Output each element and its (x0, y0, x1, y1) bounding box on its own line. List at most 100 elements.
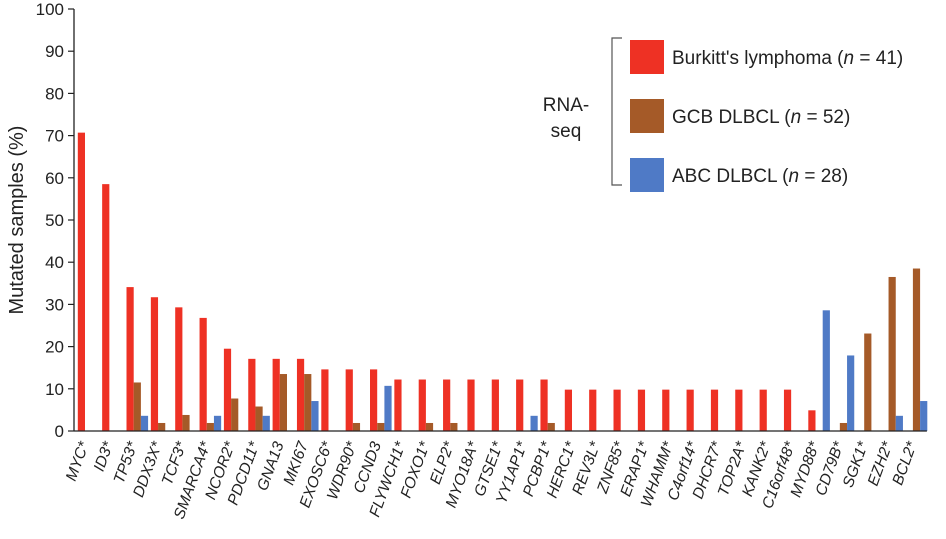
bar-burkitt-s-lymphoma (77, 132, 85, 431)
legend-swatch (630, 99, 664, 133)
category-group (150, 297, 166, 431)
bar-burkitt-s-lymphoma (710, 389, 719, 431)
bar-burkitt-s-lymphoma (150, 297, 159, 431)
legend-label: ABC DLBCL (n = 28) (672, 166, 848, 187)
category-group (248, 358, 270, 431)
bar-gcb-dlbcl (864, 333, 872, 431)
bar-burkitt-s-lymphoma (102, 184, 110, 431)
bar-burkitt-s-lymphoma (662, 389, 670, 431)
bar-burkitt-s-lymphoma (223, 348, 232, 431)
legend-swatch (630, 40, 664, 74)
legend-group-label-line1: RNA- (543, 95, 589, 116)
bar-abc-dlbcl (895, 415, 903, 431)
bar-gcb-dlbcl (912, 268, 921, 431)
y-tick-label: 70 (45, 127, 64, 146)
category-group (223, 348, 239, 431)
y-tick-label: 90 (45, 42, 64, 61)
bar-burkitt-s-lymphoma (394, 379, 402, 431)
bar-burkitt-s-lymphoma (637, 389, 646, 431)
bar-gcb-dlbcl (888, 276, 896, 431)
bar-burkitt-s-lymphoma (272, 358, 280, 431)
bar-burkitt-s-lymphoma (516, 379, 524, 431)
bar-gcb-dlbcl (133, 382, 141, 431)
legend-swatch (630, 158, 664, 192)
bar-burkitt-s-lymphoma (686, 389, 694, 431)
bars-group (74, 132, 928, 432)
bar-gcb-dlbcl (231, 398, 239, 431)
bar-gcb-dlbcl (377, 422, 385, 431)
x-tick-label: ID3* (91, 439, 118, 474)
y-tick-label: 30 (45, 295, 64, 314)
bar-gcb-dlbcl (158, 422, 166, 431)
category-group (759, 389, 767, 431)
legend-group-label-line2: seq (551, 121, 582, 142)
bar-gcb-dlbcl (279, 374, 287, 431)
bar-burkitt-s-lymphoma (296, 358, 305, 431)
bar-gcb-dlbcl (450, 422, 458, 431)
bar-abc-dlbcl (822, 310, 830, 431)
bar-abc-dlbcl (384, 385, 392, 431)
category-group (912, 268, 928, 431)
bar-gcb-dlbcl (206, 422, 214, 431)
legend-item: Burkitt's lymphoma (n = 41) (630, 40, 903, 74)
category-group (613, 389, 621, 431)
y-axis: 0 10 20 30 40 50 60 70 80 90 100 (36, 0, 75, 441)
bar-burkitt-s-lymphoma (540, 379, 548, 431)
bar-burkitt-s-lymphoma (126, 287, 134, 431)
bar-burkitt-s-lymphoma (467, 379, 475, 431)
category-group (888, 276, 903, 431)
category-group (296, 358, 319, 431)
category-group (686, 389, 694, 431)
category-group (662, 389, 670, 431)
bar-burkitt-s-lymphoma (613, 389, 621, 431)
category-group (443, 379, 458, 431)
category-group (370, 369, 392, 431)
bar-burkitt-s-lymphoma (443, 379, 451, 431)
y-tick-label: 100 (36, 0, 64, 19)
bar-gcb-dlbcl (547, 422, 555, 431)
category-group (491, 379, 499, 431)
bar-burkitt-s-lymphoma (564, 389, 572, 431)
bar-gcb-dlbcl (425, 422, 434, 431)
bar-abc-dlbcl (262, 415, 270, 431)
bar-gcb-dlbcl (182, 414, 190, 431)
category-group (126, 287, 149, 431)
category-group (540, 379, 555, 431)
bar-burkitt-s-lymphoma (783, 389, 792, 431)
bar-burkitt-s-lymphoma (418, 379, 426, 431)
category-group (589, 389, 597, 431)
bar-abc-dlbcl (847, 355, 855, 431)
legend-label: Burkitt's lymphoma (n = 41) (672, 48, 903, 69)
bar-burkitt-s-lymphoma (175, 307, 183, 431)
legend-bracket (611, 37, 622, 186)
bar-burkitt-s-lymphoma (345, 369, 353, 431)
x-axis-labels: MYC*ID3*TP53*DDX3X*TCF3*SMARCA4*NCOR2*PD… (63, 438, 921, 521)
bar-burkitt-s-lymphoma (321, 369, 329, 431)
legend-label: GCB DLBCL (n = 52) (672, 107, 850, 128)
bar-gcb-dlbcl (352, 422, 361, 431)
y-tick-label: 60 (45, 169, 64, 188)
legend-item: ABC DLBCL (n = 28) (630, 158, 848, 192)
category-group (783, 389, 792, 431)
bar-burkitt-s-lymphoma (370, 369, 378, 431)
category-group (808, 310, 830, 431)
bar-burkitt-s-lymphoma (759, 389, 767, 431)
category-group (735, 389, 743, 431)
bar-abc-dlbcl (213, 415, 222, 431)
y-tick-label: 80 (45, 84, 64, 103)
bar-burkitt-s-lymphoma (199, 317, 207, 431)
category-group (102, 184, 110, 431)
category-group (516, 379, 538, 431)
y-tick-label: 0 (55, 422, 64, 441)
y-tick-label: 10 (45, 380, 64, 399)
category-group (564, 389, 572, 431)
y-tick-label: 40 (45, 253, 64, 272)
bar-gcb-dlbcl (304, 374, 312, 431)
bar-burkitt-s-lymphoma (248, 358, 256, 431)
y-tick-label: 20 (45, 338, 64, 357)
category-group (864, 333, 872, 431)
y-axis-title: Mutated samples (%) (6, 126, 28, 315)
y-tick-label: 50 (45, 211, 64, 230)
bar-burkitt-s-lymphoma (491, 379, 499, 431)
